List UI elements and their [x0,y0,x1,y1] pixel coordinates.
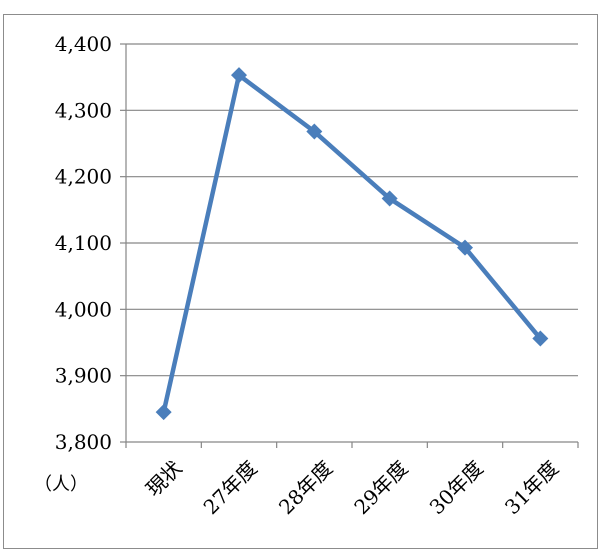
y-tick-label: 4,400 [55,32,112,56]
data-point [532,330,549,347]
y-tick-label: 4,000 [55,297,112,321]
series [155,67,549,421]
x-tick-labels: 現状 27年度 28年度 29年度 30年度 31年度 [141,456,563,519]
x-tick-label: 30年度 [425,456,488,519]
data-point [457,239,473,256]
y-tick-label: 4,200 [55,165,112,189]
chart-frame [3,14,598,549]
x-tick-label: 31年度 [500,456,563,519]
data-point [231,67,247,84]
data-point [306,123,323,140]
series-line [161,72,543,413]
data-point [155,404,172,421]
x-tick-label: 現状 [141,456,186,501]
unit-label: （人） [34,474,88,495]
y-tick-label: 4,100 [55,231,112,255]
data-point [381,190,398,207]
y-tick-label: 3,900 [55,364,112,388]
y-tick-label: 3,800 [55,430,112,454]
gridlines [126,43,578,377]
x-tick-label: 28年度 [274,456,337,519]
axes [120,43,579,448]
x-tick-label: 27年度 [199,456,262,519]
y-tick-label: 4,300 [55,98,112,122]
y-tick-labels: 3,800 3,900 4,000 4,100 4,200 4,300 4,400 [55,32,112,454]
x-tick-label: 29年度 [349,456,412,519]
